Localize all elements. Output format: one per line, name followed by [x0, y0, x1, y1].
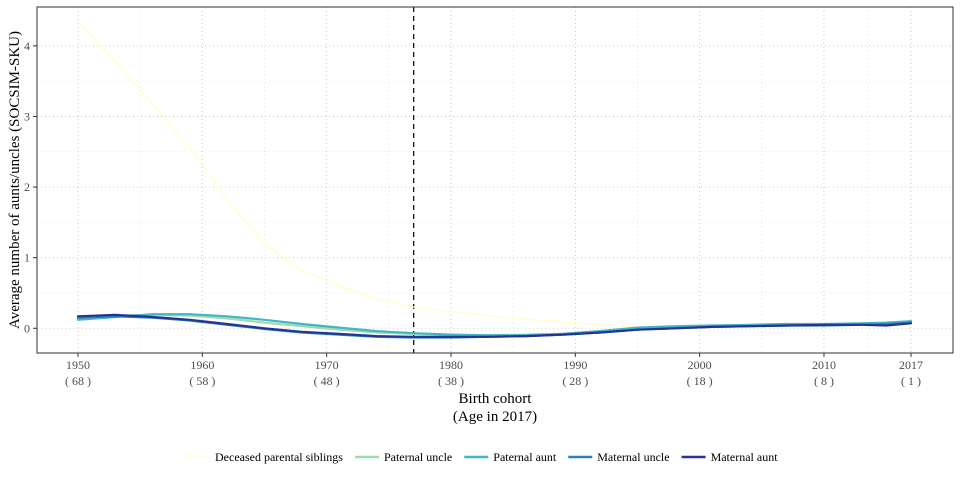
- x-tick-label: 1990: [563, 358, 587, 372]
- legend-item-paternal-aunt: Paternal aunt: [464, 450, 557, 464]
- legend-item-paternal-uncle: Paternal uncle: [354, 450, 452, 464]
- legend-label: Maternal aunt: [711, 450, 779, 464]
- plot-area: [36, 6, 954, 354]
- x-tick-label: 2017: [899, 358, 923, 372]
- x-tick-sublabel: ( 58 ): [189, 374, 215, 388]
- x-tick-sublabel: ( 1 ): [901, 374, 921, 388]
- x-tick-sublabel: ( 68 ): [65, 374, 91, 388]
- y-axis-title: Average number of aunts/uncles (SOCSIM-S…: [7, 31, 23, 329]
- legend-label: Paternal aunt: [493, 450, 557, 464]
- plot-border: [36, 6, 954, 354]
- series-line-maternal-aunt: [76, 313, 913, 338]
- y-tick-label: 1: [24, 251, 30, 265]
- series-line-paternal-aunt: [76, 313, 913, 337]
- x-tick-sublabel: ( 18 ): [687, 374, 713, 388]
- x-tick-sublabel: ( 48 ): [314, 374, 340, 388]
- plot-panel: [37, 7, 953, 353]
- y-tick-label: 3: [24, 109, 30, 123]
- legend-item-maternal-uncle: Maternal uncle: [568, 450, 670, 464]
- y-tick-label: 4: [24, 39, 30, 53]
- x-tick-label: 2010: [812, 358, 836, 372]
- y-tick-label: 2: [24, 180, 30, 194]
- x-tick-label: 2000: [688, 358, 712, 372]
- x-axis: 1950 ( 68 ) 1960 ( 58 ) 1970 ( 48 ) 1980 ( 38 )…: [65, 353, 923, 388]
- x-tick-label: 1950: [66, 358, 90, 372]
- x-tick-sublabel: ( 8 ): [814, 374, 834, 388]
- y-tick-label: 0: [24, 321, 30, 335]
- series-lines: [76, 20, 913, 339]
- legend-label: Maternal uncle: [597, 450, 669, 464]
- series-line-deceased-parental-siblings: [77, 20, 639, 328]
- gridlines: [37, 7, 953, 353]
- legend-label: Paternal uncle: [384, 450, 452, 464]
- x-tick-label: 1980: [439, 358, 463, 372]
- legend-item-deceased-parental-siblings: Deceased parental siblings: [186, 450, 343, 464]
- x-tick-sublabel: ( 28 ): [562, 374, 588, 388]
- x-tick-label: 1970: [315, 358, 339, 372]
- x-axis-subtitle: (Age in 2017): [453, 409, 537, 425]
- x-tick-sublabel: ( 38 ): [438, 374, 464, 388]
- x-tick-label: 1960: [190, 358, 214, 372]
- x-axis-title: Birth cohort: [459, 391, 533, 407]
- legend-item-maternal-aunt: Maternal aunt: [681, 450, 779, 464]
- legend-label: Deceased parental siblings: [215, 450, 343, 464]
- legend: Deceased parental siblings Paternal uncle…: [186, 450, 778, 464]
- y-axis: 0 1 2 3 4: [24, 39, 37, 335]
